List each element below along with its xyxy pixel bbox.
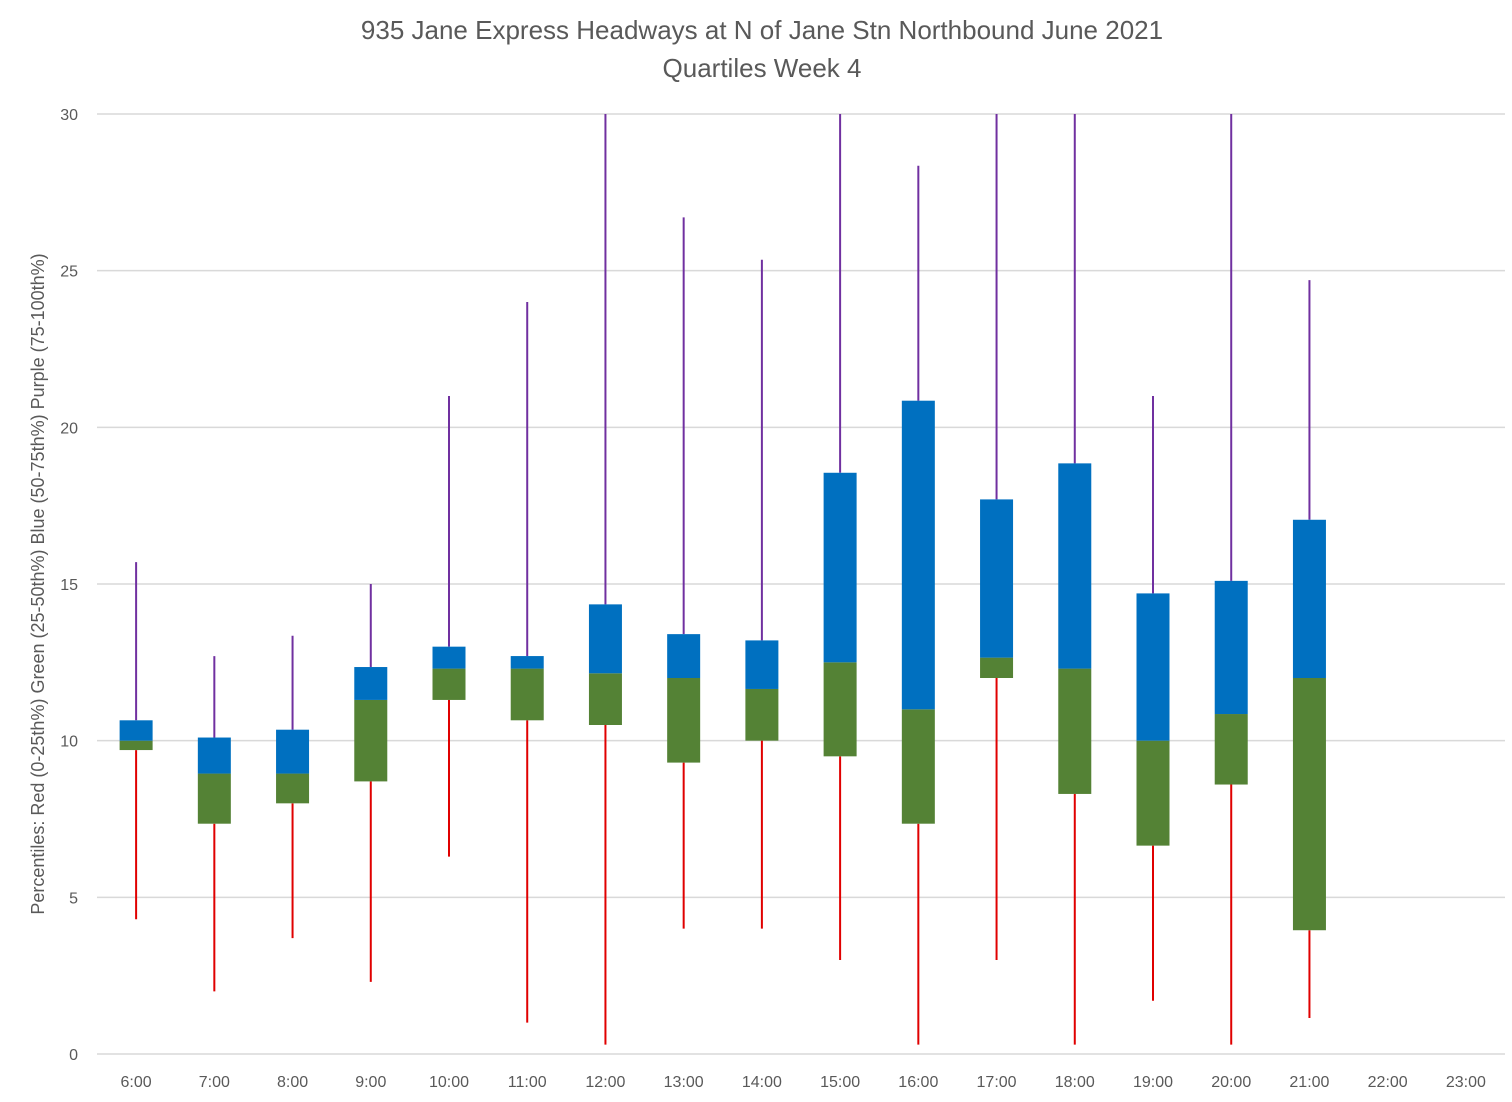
lower-box [1136,740,1170,846]
upper-box [197,737,231,774]
box-1400 [745,259,779,929]
upper-box [119,720,153,741]
upper-box [588,604,622,674]
upper-box [667,634,701,678]
x-tick-label: 14:00 [742,1074,782,1091]
x-tick-label: 12:00 [585,1074,625,1091]
lower-box [1292,678,1326,931]
lower-box [1058,668,1092,794]
box-1900 [1136,396,1170,1001]
y-tick-label: 30 [60,107,78,124]
y-tick-label: 20 [60,420,78,437]
x-axis-ticks: 6:00 7:00 8:00 9:00 10:00 11:00 12:00 13:00 14:0… [121,1074,1486,1091]
lower-box [901,709,935,824]
box-1700 [980,114,1014,960]
lower-box [588,673,622,725]
x-tick-label: 20:00 [1211,1074,1251,1091]
lower-box [510,668,544,721]
box-1000 [432,396,466,857]
box-600 [119,562,153,920]
lower-box [276,773,310,804]
upper-box [354,667,388,700]
y-axis-label: Percentiles: Red (0-25th%) Green (25-50t… [28,253,48,914]
x-tick-label: 22:00 [1368,1074,1408,1091]
upper-box [1214,580,1248,715]
upper-box [823,472,857,663]
x-tick-label: 8:00 [277,1074,308,1091]
box-2100 [1292,280,1326,1018]
y-tick-label: 25 [60,264,78,281]
box-1800 [1058,114,1092,1045]
x-tick-label: 6:00 [121,1074,152,1091]
x-tick-label: 10:00 [429,1074,469,1091]
upper-box [1136,593,1170,741]
lower-box [1214,714,1248,785]
box-900 [354,584,388,982]
y-tick-label: 5 [69,890,78,907]
upper-box [745,640,779,689]
box-1500 [823,114,857,960]
x-tick-label: 21:00 [1289,1074,1329,1091]
y-tick-label: 0 [69,1047,78,1064]
boxes [119,114,1326,1045]
chart-subtitle: Quartiles Week 4 [663,53,862,83]
x-tick-label: 16:00 [898,1074,938,1091]
x-tick-label: 9:00 [355,1074,386,1091]
lower-box [197,773,231,824]
box-1600 [901,165,935,1045]
lower-box [667,678,701,763]
box-2000 [1214,114,1248,1045]
lower-box [354,699,388,782]
upper-box [432,646,466,669]
chart-title: 935 Jane Express Headways at N of Jane S… [361,15,1163,45]
upper-box [1058,463,1092,669]
y-tick-label: 10 [60,734,78,751]
box-1100 [510,302,544,1023]
x-tick-label: 23:00 [1446,1074,1486,1091]
upper-box [1292,519,1326,678]
x-tick-label: 11:00 [508,1074,547,1091]
lower-box [432,668,466,700]
upper-box [980,499,1014,658]
x-tick-label: 13:00 [664,1074,704,1091]
gridlines [97,113,1505,1055]
box-1200 [588,114,622,1045]
box-1300 [667,217,701,929]
x-tick-label: 17:00 [977,1074,1017,1091]
lower-box [980,657,1014,678]
box-800 [276,635,310,939]
y-tick-label: 15 [60,577,78,594]
x-tick-label: 18:00 [1055,1074,1095,1091]
lower-box [745,688,779,741]
lower-box [119,740,153,751]
upper-box [276,729,310,774]
x-tick-label: 15:00 [820,1074,860,1091]
x-tick-label: 19:00 [1133,1074,1173,1091]
y-axis-ticks: 0 5 10 15 20 25 30 [60,107,78,1064]
lower-box [823,662,857,757]
x-tick-label: 7:00 [199,1074,230,1091]
upper-box [901,400,935,710]
box-700 [197,656,231,992]
upper-box [510,656,544,669]
